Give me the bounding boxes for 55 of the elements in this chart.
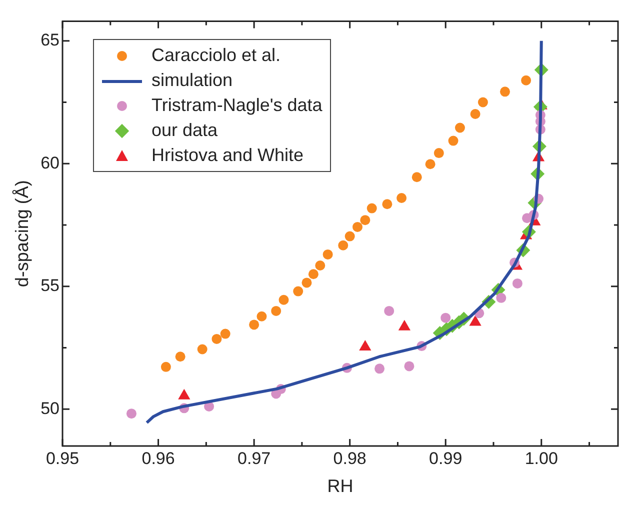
point <box>315 260 326 271</box>
point <box>396 192 407 203</box>
point <box>322 249 333 260</box>
point <box>382 199 392 210</box>
point <box>126 408 136 419</box>
point <box>338 240 348 250</box>
legend-label: simulation <box>152 70 233 90</box>
point <box>175 352 186 362</box>
point <box>271 306 282 316</box>
point <box>249 320 260 330</box>
legend-label: Tristram-Nagle's data <box>152 95 322 116</box>
legend-label: our data <box>152 120 218 140</box>
point <box>425 159 436 170</box>
point <box>384 306 394 316</box>
point <box>160 362 171 372</box>
x-tick-label: 0.97 <box>238 448 271 468</box>
point <box>220 328 230 339</box>
point <box>478 97 488 108</box>
x-tick-label: 0.96 <box>142 448 175 468</box>
point <box>500 86 510 97</box>
point <box>470 109 480 120</box>
x-axis-title: RH <box>327 476 354 496</box>
x-tick-label: 0.98 <box>333 448 366 468</box>
point <box>308 269 318 280</box>
point <box>496 292 506 303</box>
point <box>512 278 522 288</box>
x-tick-label: 0.99 <box>429 448 462 468</box>
legend-label: Hristova and White <box>152 145 304 166</box>
point <box>212 334 222 344</box>
x-tick-label: 0.95 <box>46 448 80 468</box>
point <box>412 172 422 182</box>
x-tick-label: 1.00 <box>524 448 558 468</box>
legend-label: Caracciolo et al. <box>152 45 281 66</box>
point <box>404 361 414 372</box>
y-tick-label: 55 <box>40 276 60 296</box>
point <box>448 136 458 146</box>
point <box>197 344 208 354</box>
point <box>344 231 355 242</box>
point <box>440 312 451 323</box>
point <box>360 215 370 226</box>
point <box>302 278 312 288</box>
point <box>521 75 532 86</box>
y-tick-label: 60 <box>40 153 60 172</box>
point <box>454 122 465 133</box>
point <box>434 148 444 158</box>
y-tick-label: 50 <box>40 398 60 418</box>
point <box>366 203 377 214</box>
point <box>256 311 267 322</box>
point <box>374 364 385 374</box>
point <box>352 222 362 232</box>
point <box>278 294 289 305</box>
y-axis-title: d-spacing (Å) <box>12 180 32 288</box>
point <box>359 340 372 351</box>
y-tick-label: 65 <box>40 30 60 50</box>
point <box>293 286 304 296</box>
